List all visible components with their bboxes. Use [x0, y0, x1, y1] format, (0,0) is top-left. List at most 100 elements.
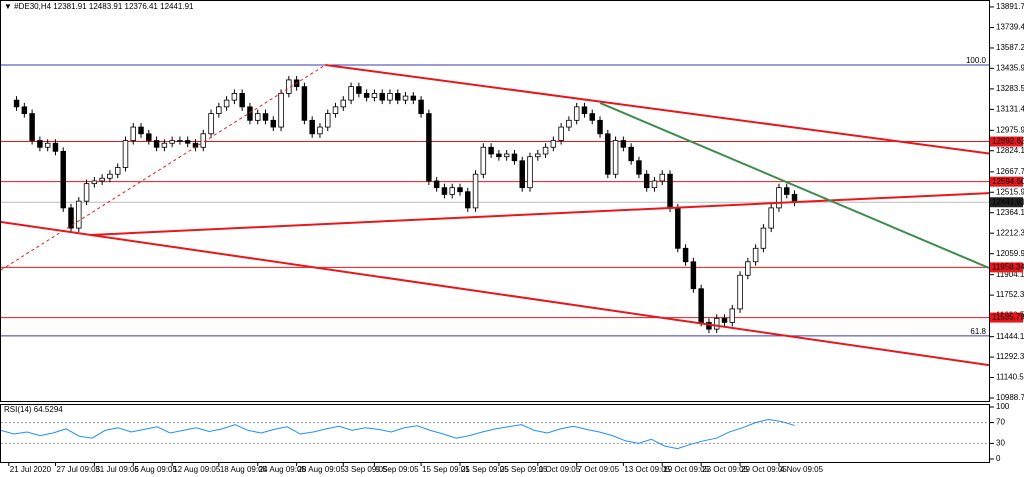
candle-body	[542, 146, 549, 155]
candle-body	[488, 146, 494, 155]
candle-body	[52, 142, 59, 152]
candle-body	[107, 173, 113, 179]
candle-body	[581, 106, 588, 114]
y-tick-label: 10988.70	[996, 393, 1024, 402]
candle-body	[690, 261, 697, 290]
rsi-header: RSI(14) 64.5294	[4, 405, 63, 414]
candle-body	[223, 99, 230, 108]
candle-body	[729, 308, 736, 323]
candle-body	[169, 140, 175, 144]
x-tick-label: 23 Oct 09:05	[702, 465, 748, 474]
trendline	[1, 64, 326, 271]
low: 12376.41	[125, 2, 159, 11]
candle-body	[184, 140, 191, 144]
candle-body	[395, 92, 401, 101]
candle-body	[114, 167, 121, 175]
candle-body	[21, 106, 28, 114]
candle-body	[301, 86, 308, 121]
candle-body	[496, 153, 502, 158]
candle-body	[465, 191, 471, 209]
candle-body	[410, 95, 417, 101]
candle-body	[332, 106, 339, 114]
candle-body	[231, 92, 238, 101]
candle-body	[457, 187, 463, 193]
candle-body	[659, 173, 665, 182]
x-tick-label: 28 Aug 09:05	[298, 465, 346, 474]
rsi-tick-label: 0	[996, 454, 1001, 463]
candle-body	[37, 140, 43, 148]
y-tick-label: 13435.90	[996, 63, 1024, 72]
x-tick-label: 1 Oct 09:05	[539, 465, 581, 474]
candle-body	[29, 113, 35, 141]
candle-body	[91, 180, 98, 185]
y-tick-label: 11752.30	[996, 290, 1024, 299]
candle-body	[426, 113, 432, 182]
x-tick-label: 9 Sep 09:05	[375, 465, 419, 474]
chart-header: ▼ #DE30,H4 12381.91 12483.91 12376.41 12…	[4, 2, 194, 11]
price-tag-label: 11958.34	[992, 262, 1024, 271]
candle-body	[519, 160, 525, 189]
y-tick-label: 13283.55	[996, 84, 1024, 93]
x-tick-label: 21 Jul 2020	[10, 465, 52, 474]
rsi-pane	[0, 404, 990, 463]
rsi-tick-label: 70	[996, 418, 1005, 427]
open: 12381.91	[53, 2, 87, 11]
candle-body	[643, 173, 650, 189]
candle-body	[667, 173, 673, 209]
main-pane	[0, 0, 990, 402]
y-tick-label: 13891.75	[996, 2, 1024, 11]
x-tick-label: 19 Oct 09:05	[663, 465, 709, 474]
candle-body	[356, 86, 362, 94]
candle-body	[558, 126, 564, 141]
candle-body	[472, 173, 479, 209]
x-tick-label: 25 Sep 09:05	[500, 465, 548, 474]
x-tick-label: 27 Jul 09:05	[56, 465, 100, 474]
price-tag-label: 12594.60	[992, 177, 1024, 186]
candle-body	[387, 92, 393, 101]
high: 12483.91	[89, 2, 123, 11]
candle-body	[254, 113, 261, 121]
candle-body	[628, 146, 634, 162]
candle-body	[278, 92, 284, 128]
price-tag	[990, 136, 1023, 147]
x-tick-label: 31 Jul 09:05	[95, 465, 139, 474]
y-tick-label: 11904.10	[996, 270, 1024, 279]
candle-body	[325, 113, 331, 128]
candle-body	[737, 274, 743, 310]
rsi-label: RSI(14)	[4, 405, 32, 414]
y-tick-label: 12364.10	[996, 208, 1024, 217]
candle-body	[605, 133, 611, 175]
price-tag	[990, 262, 1023, 273]
y-tick-label: 13131.40	[996, 104, 1024, 113]
candle-body	[698, 288, 704, 323]
candle-body	[636, 160, 642, 175]
candle-body	[13, 99, 20, 108]
price-tag	[990, 312, 1023, 323]
rsi-line	[0, 418, 795, 450]
candle-body	[208, 113, 214, 135]
candle-body	[60, 150, 66, 209]
y-tick-label: 13739.40	[996, 23, 1024, 32]
candle-body	[721, 317, 728, 323]
candle-body	[589, 113, 595, 121]
trendline	[1, 221, 989, 367]
candle-body	[441, 187, 448, 195]
close: 12441.91	[160, 2, 194, 11]
candle-body	[573, 106, 580, 121]
candle-body	[527, 156, 533, 189]
candle-body	[270, 119, 277, 128]
candle-body	[348, 86, 354, 101]
candle-body	[371, 92, 378, 98]
x-tick-label: 15 Sep 09:05	[422, 465, 470, 474]
symbol: #DE30,H4	[14, 2, 51, 11]
y-tick-label: 12515.90	[996, 187, 1024, 196]
y-tick-label: 12824.13	[996, 146, 1024, 155]
x-tick-label: 7 Oct 09:05	[578, 465, 620, 474]
candle-body	[239, 92, 245, 108]
x-tick-label: 13 Oct 09:05	[624, 465, 670, 474]
candle-body	[433, 180, 440, 189]
y-tick-label: 12059.90	[996, 249, 1024, 258]
candle-body	[566, 119, 572, 128]
candle-body	[760, 227, 767, 249]
